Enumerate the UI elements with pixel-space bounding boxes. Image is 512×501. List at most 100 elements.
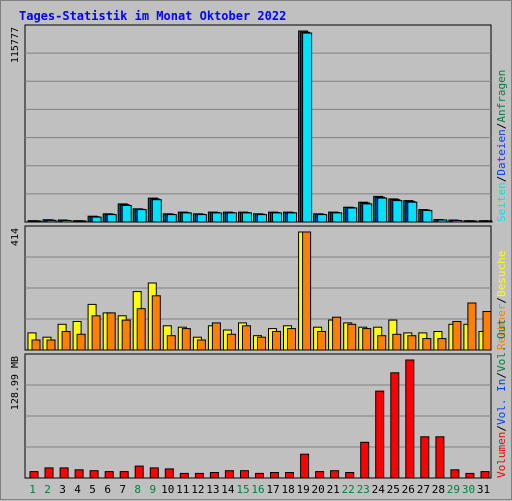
x-tick-day-15: 15 bbox=[236, 483, 249, 496]
bar-volumen-day-5 bbox=[89, 470, 99, 479]
bar-seiten-day-14 bbox=[226, 212, 237, 223]
bar-seiten-day-18 bbox=[287, 212, 297, 223]
bar-rechner-day-21 bbox=[332, 316, 342, 351]
plot-area bbox=[24, 24, 492, 223]
x-tick-day-23: 23 bbox=[357, 483, 370, 496]
x-tick-day-14: 14 bbox=[221, 483, 235, 496]
bar-seiten-day-21 bbox=[332, 212, 343, 223]
bar-volumen-day-6 bbox=[104, 471, 114, 479]
bar-seiten-day-26 bbox=[407, 201, 418, 223]
x-tick-day-28: 28 bbox=[432, 483, 445, 496]
bar-rechner-day-29 bbox=[452, 321, 462, 351]
bar-rechner-day-30 bbox=[467, 302, 477, 351]
bar-seiten-day-8 bbox=[136, 209, 147, 223]
bar-rechner-day-25 bbox=[392, 333, 402, 351]
x-tick-day-12: 12 bbox=[191, 483, 204, 496]
legend-separator: / bbox=[495, 425, 508, 432]
bar-rechner-day-20 bbox=[317, 331, 327, 351]
panel-volume: 128.99 MB bbox=[10, 353, 492, 479]
bar-rechner-day-15 bbox=[242, 325, 251, 351]
legend-separator: / bbox=[495, 123, 508, 130]
bar-volumen-day-28 bbox=[435, 436, 445, 479]
bar-volumen-day-22 bbox=[345, 472, 355, 479]
x-tick-day-10: 10 bbox=[161, 483, 174, 496]
bar-rechner-day-19 bbox=[302, 231, 312, 351]
x-tick-day-25: 25 bbox=[387, 483, 400, 496]
legend-entry-rechner: Rechner bbox=[495, 303, 508, 350]
bar-volumen-day-3 bbox=[59, 467, 69, 479]
x-tick-day-4: 4 bbox=[74, 483, 81, 496]
x-tick-day-6: 6 bbox=[104, 483, 111, 496]
legend-entry-vol-in: Vol. In bbox=[495, 379, 508, 425]
legend-entry-vol-out: Vol. Out bbox=[495, 319, 508, 372]
legend-separator: / bbox=[495, 176, 508, 183]
bar-volumen-day-1 bbox=[29, 471, 39, 479]
bar-rechner-day-14 bbox=[226, 333, 236, 351]
bar-volumen-day-8 bbox=[134, 465, 144, 479]
bar-rechner-day-24 bbox=[377, 335, 387, 351]
x-tick-day-22: 22 bbox=[342, 483, 355, 496]
x-tick-day-30: 30 bbox=[462, 483, 475, 496]
bar-seiten-day-29 bbox=[452, 220, 463, 223]
bar-rechner-day-26 bbox=[407, 335, 417, 351]
legend-entry-besuche: Besuche bbox=[495, 251, 508, 297]
x-tick-day-31: 31 bbox=[477, 483, 490, 496]
x-tick-day-18: 18 bbox=[281, 483, 294, 496]
x-tick-day-5: 5 bbox=[89, 483, 96, 496]
bar-volumen-day-15 bbox=[240, 470, 249, 479]
bar-rechner-day-7 bbox=[121, 319, 131, 351]
x-tick-day-13: 13 bbox=[206, 483, 219, 496]
bar-volumen-day-21 bbox=[330, 470, 340, 479]
bar-seiten-day-23 bbox=[362, 203, 373, 223]
x-tick-day-24: 24 bbox=[372, 483, 386, 496]
bar-seiten-day-12 bbox=[196, 214, 207, 223]
bar-seiten-day-11 bbox=[181, 212, 192, 223]
bar-seiten-day-17 bbox=[272, 212, 282, 223]
bar-volumen-day-16 bbox=[255, 472, 264, 479]
bar-seiten-day-30 bbox=[467, 220, 478, 223]
x-tick-day-7: 7 bbox=[119, 483, 126, 496]
bar-rechner-day-1 bbox=[31, 339, 41, 351]
x-tick-day-29: 29 bbox=[447, 483, 460, 496]
bar-rechner-day-10 bbox=[166, 335, 176, 351]
x-tick-day-8: 8 bbox=[134, 483, 141, 496]
legend-entry-anfragen: Anfragen bbox=[495, 70, 508, 123]
legend-separator: / bbox=[495, 372, 508, 379]
bar-volumen-day-27 bbox=[420, 436, 430, 479]
bar-seiten-day-13 bbox=[211, 212, 222, 223]
bar-volumen-day-25 bbox=[390, 372, 400, 479]
bar-seiten-day-16 bbox=[257, 214, 267, 223]
bar-rechner-day-17 bbox=[272, 331, 281, 351]
bar-volumen-day-18 bbox=[285, 472, 294, 479]
bar-volumen-day-17 bbox=[270, 472, 279, 479]
bar-seiten-day-19 bbox=[302, 32, 313, 223]
bar-seiten-day-9 bbox=[151, 199, 162, 223]
legend-entry-seiten: Seiten bbox=[495, 182, 508, 222]
x-tick-day-26: 26 bbox=[402, 483, 415, 496]
bar-rechner-day-23 bbox=[362, 328, 372, 351]
x-tick-day-27: 27 bbox=[417, 483, 430, 496]
bar-rechner-day-3 bbox=[61, 331, 71, 351]
bar-volumen-day-2 bbox=[44, 467, 54, 479]
chart-title: Tages-Statistik im Monat Oktober 2022 bbox=[19, 9, 286, 23]
bar-rechner-day-5 bbox=[91, 315, 101, 351]
bar-seiten-day-6 bbox=[106, 214, 117, 223]
bar-rechner-day-4 bbox=[76, 333, 86, 351]
bar-volumen-day-11 bbox=[179, 472, 189, 479]
legend-volume: Volumen/Vol. In/Vol. Out bbox=[495, 319, 508, 478]
bar-volumen-day-19 bbox=[300, 453, 310, 479]
legend-requests-files-pages: Seiten/Dateien/Anfragen bbox=[495, 70, 508, 222]
bar-volumen-day-9 bbox=[149, 467, 159, 479]
bar-volumen-day-14 bbox=[224, 470, 234, 479]
bar-volumen-day-30 bbox=[465, 472, 475, 479]
legend-entry-dateien: Dateien bbox=[495, 129, 508, 175]
bar-rechner-day-28 bbox=[437, 338, 447, 351]
bar-seiten-day-2 bbox=[46, 219, 57, 223]
legend-visits-sites: Rechner/Besuche bbox=[495, 251, 508, 350]
x-tick-day-21: 21 bbox=[327, 483, 340, 496]
bar-rechner-day-2 bbox=[46, 339, 56, 351]
bar-rechner-day-16 bbox=[257, 336, 266, 351]
bar-seiten-day-7 bbox=[121, 205, 132, 223]
x-tick-day-17: 17 bbox=[266, 483, 279, 496]
